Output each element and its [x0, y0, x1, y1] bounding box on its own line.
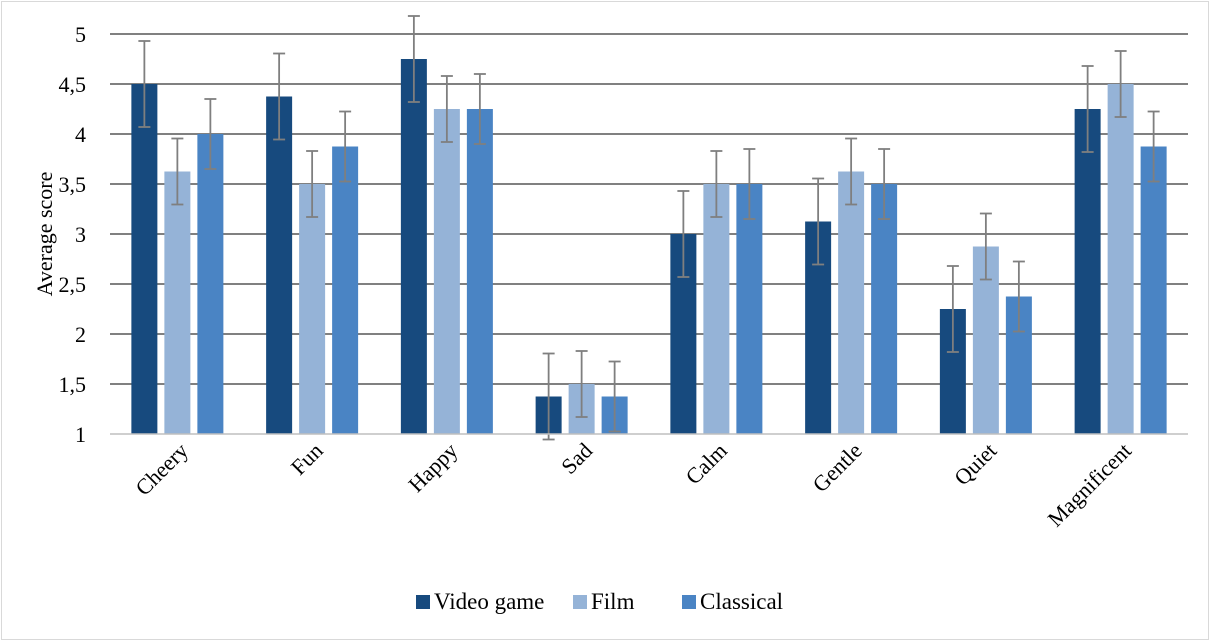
y-tick-label: 4	[75, 122, 86, 147]
bar-film-magnificent	[1107, 84, 1134, 434]
bar-classical-fun	[332, 146, 359, 434]
error-bar	[946, 265, 959, 353]
error-bar	[204, 98, 217, 170]
y-axis-title: Average score	[32, 172, 57, 297]
category-label-gentle: Gentle	[808, 438, 867, 497]
error-bar	[138, 40, 151, 128]
error-bar	[1012, 260, 1025, 333]
legend-label: Film	[591, 589, 635, 614]
y-axis-ticks: 1 1,5 2 2,5 3 3,5 4 4,5 5	[59, 22, 87, 447]
category-label-calm: Calm	[681, 438, 732, 489]
bar-film-calm	[703, 184, 730, 434]
y-tick-label: 2	[75, 322, 86, 347]
error-bar	[473, 73, 486, 145]
bar-film-fun	[299, 184, 326, 434]
category-label-happy: Happy	[403, 438, 462, 497]
error-bar	[575, 350, 588, 418]
error-bar	[273, 52, 286, 141]
y-tick-label: 1,5	[59, 372, 87, 397]
y-tick-label: 3,5	[59, 172, 87, 197]
error-bar	[1114, 50, 1127, 118]
category-label-magnificent: Magnificent	[1042, 438, 1136, 532]
category-label-sad: Sad	[556, 438, 597, 479]
y-tick-label: 2,5	[59, 272, 87, 297]
error-bar	[677, 190, 690, 278]
y-tick-label: 5	[75, 22, 86, 47]
legend-swatch	[416, 595, 430, 609]
category-label-cheery: Cheery	[130, 438, 193, 501]
bar-classical-gentle	[871, 184, 898, 434]
legend-label: Video game	[434, 589, 544, 614]
error-bar	[171, 137, 184, 206]
error-bar	[812, 177, 825, 266]
legend-swatch	[573, 595, 587, 609]
bar-film-cheery	[164, 171, 191, 434]
error-bar	[1147, 110, 1160, 183]
y-tick-label: 4,5	[59, 72, 87, 97]
error-bar	[608, 360, 621, 433]
error-bar	[878, 148, 891, 220]
bar-video-game-cheery	[131, 84, 158, 434]
error-bars	[138, 15, 1160, 441]
legend-label: Classical	[700, 589, 783, 614]
error-bar	[542, 352, 555, 441]
error-bar	[407, 15, 420, 103]
category-labels: Cheery Fun Happy Sad Calm Gentle Quiet Magnific…	[130, 438, 1136, 532]
bar-film-happy	[433, 109, 460, 434]
error-bar	[845, 137, 858, 206]
error-bar	[306, 150, 319, 218]
category-label-fun: Fun	[286, 438, 328, 480]
category-label-quiet: Quiet	[949, 438, 1001, 490]
bar-classical-magnificent	[1140, 146, 1167, 434]
legend-swatch	[682, 595, 696, 609]
error-bar	[339, 110, 352, 183]
bars	[131, 59, 1167, 434]
bar-video-game-fun	[266, 96, 293, 434]
error-bar	[710, 150, 723, 218]
bar-video-game-magnificent	[1074, 109, 1101, 434]
bar-classical-happy	[466, 109, 493, 434]
legend: Video game Film Classical	[416, 589, 783, 614]
error-bar	[1081, 65, 1094, 153]
bar-video-game-happy	[400, 59, 427, 434]
y-tick-label: 3	[75, 222, 86, 247]
bar-classical-calm	[736, 184, 763, 434]
error-bar	[440, 75, 453, 143]
bar-film-gentle	[838, 171, 865, 434]
y-tick-label: 1	[75, 422, 86, 447]
error-bar	[979, 212, 992, 281]
bar-classical-cheery	[197, 134, 224, 434]
error-bar	[743, 148, 756, 220]
